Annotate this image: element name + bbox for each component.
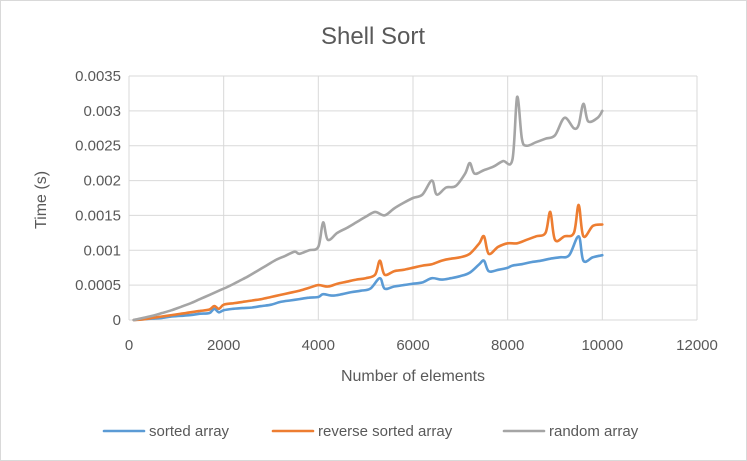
series-line-reverse-sorted-array	[132, 203, 604, 322]
x-tick-label: 0	[125, 337, 133, 354]
series-line-random-array	[132, 95, 604, 322]
x-tick-label: 4000	[302, 337, 335, 354]
legend: sorted array reverse sorted array random a…	[102, 423, 639, 440]
x-tick-label: 6000	[396, 337, 429, 354]
x-tick-label: 8000	[491, 337, 524, 354]
y-tick-label: 0.002	[83, 173, 121, 190]
legend-label-reverse-sorted-array: reverse sorted array	[318, 423, 453, 440]
y-axis-ticks: 0 0.0005 0.001 0.0015 0.002 0.0025 0.003 0.0035	[75, 68, 121, 329]
x-axis-ticks: 0 2000 4000 6000 8000 10000 12000	[125, 337, 718, 354]
chart-title: Shell Sort	[321, 23, 425, 50]
series-line-sorted-array	[132, 234, 604, 322]
x-tick-label: 12000	[676, 337, 718, 354]
y-tick-label: 0.0015	[75, 207, 121, 224]
x-axis-label: Number of elements	[341, 368, 485, 385]
legend-label-sorted-array: sorted array	[149, 423, 230, 440]
y-tick-label: 0.001	[83, 242, 121, 259]
series-lines	[132, 95, 604, 322]
y-axis-label: Time (s)	[33, 171, 50, 229]
y-tick-label: 0	[113, 312, 121, 329]
x-tick-label: 2000	[207, 337, 240, 354]
y-tick-label: 0.0005	[75, 277, 121, 294]
legend-label-random-array: random array	[549, 423, 639, 440]
x-tick-label: 10000	[581, 337, 623, 354]
y-tick-label: 0.003	[83, 103, 121, 120]
y-tick-label: 0.0025	[75, 138, 121, 155]
y-tick-label: 0.0035	[75, 68, 121, 85]
